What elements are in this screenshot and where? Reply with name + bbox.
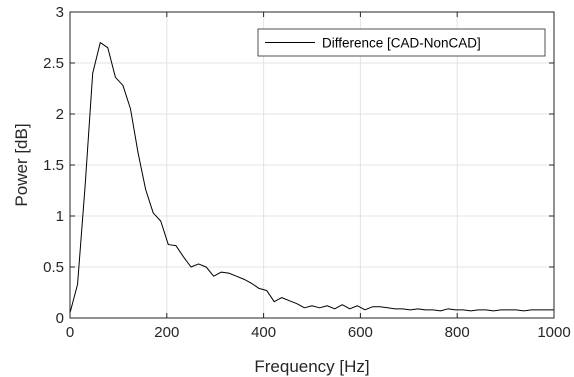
x-tick-label: 0 (66, 324, 74, 341)
tick-layer: 0 200 400 600 800 1000 0 0.5 1 1.5 2 2.5 3 (43, 4, 571, 341)
x-tick-label: 600 (348, 324, 373, 341)
x-axis-label: Frequency [Hz] (254, 357, 369, 376)
y-tick-label: 3 (56, 4, 64, 21)
y-tick-label: 2.5 (43, 55, 64, 72)
x-tick-label: 200 (154, 324, 179, 341)
x-tick-label: 400 (251, 324, 276, 341)
line-layer (69, 42, 554, 314)
y-axis-label: Power [dB] (12, 123, 31, 206)
y-tick-label: 0 (56, 310, 64, 327)
y-tick-label: 0.5 (43, 259, 64, 276)
y-tick-label: 2 (56, 106, 64, 123)
legend: Difference [CAD-NonCAD] (257, 28, 546, 57)
series-line-difference (69, 42, 554, 314)
x-tick-label: 1000 (537, 324, 570, 341)
y-tick-label: 1.5 (43, 157, 64, 174)
y-tick-label: 1 (56, 208, 64, 225)
grid-layer (70, 12, 554, 318)
legend-label: Difference [CAD-NonCAD] (322, 36, 481, 51)
x-tick-label: 800 (445, 324, 470, 341)
